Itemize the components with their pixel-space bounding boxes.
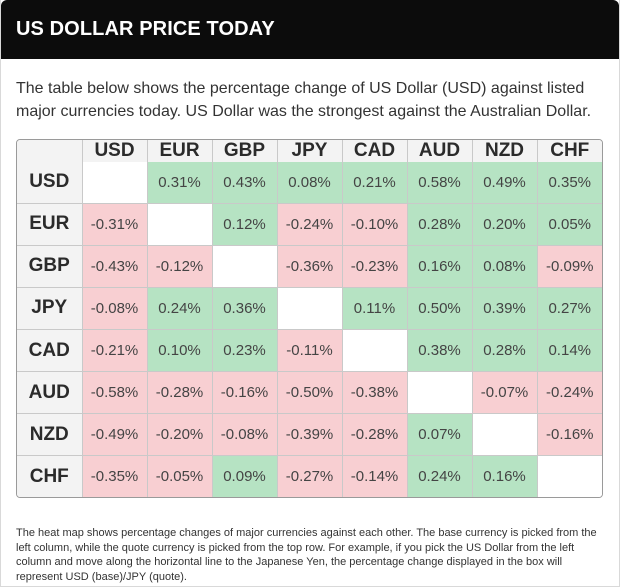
heatmap-cell: -0.28%	[341, 413, 408, 457]
heatmap-cell: -0.05%	[146, 455, 213, 497]
heatmap-cell: 0.16%	[406, 244, 473, 288]
heatmap-cell	[211, 244, 278, 288]
heatmap-cell	[276, 286, 343, 330]
currency-heatmap-table: USD EUR GBP JPY CAD AUD NZD CHF USD 0.31% 0.43% 0.…	[17, 140, 602, 497]
heatmap-cell: -0.31%	[81, 202, 148, 246]
column-header-chf: CHF	[536, 140, 602, 162]
row-header-nzd: NZD	[17, 413, 83, 457]
heatmap-cell: -0.49%	[81, 413, 148, 457]
table-row: AUD -0.58% -0.28% -0.16% -0.50% -0.38% -0.07% -…	[17, 371, 602, 415]
row-header-jpy: JPY	[17, 286, 83, 330]
heatmap-cell: -0.24%	[276, 202, 343, 246]
heatmap-cell: -0.58%	[81, 371, 148, 415]
heatmap-cell: 0.31%	[146, 162, 213, 204]
column-header-gbp: GBP	[211, 140, 278, 162]
column-header-jpy: JPY	[276, 140, 343, 162]
heatmap-cell: -0.35%	[81, 455, 148, 497]
heatmap-cell: -0.43%	[81, 244, 148, 288]
table-row: CHF -0.35% -0.05% 0.09% -0.27% -0.14% 0.24% 0.1…	[17, 455, 602, 497]
column-header-aud: AUD	[406, 140, 473, 162]
heatmap-cell	[81, 162, 148, 204]
heatmap-cell: -0.08%	[81, 286, 148, 330]
heatmap-cell: 0.20%	[471, 202, 538, 246]
heatmap-cell: 0.24%	[406, 455, 473, 497]
heatmap-cell: 0.05%	[536, 202, 602, 246]
heatmap-cell: 0.43%	[211, 162, 278, 204]
heatmap-cell: 0.36%	[211, 286, 278, 330]
heatmap-cell: 0.35%	[536, 162, 602, 204]
currency-heatmap: USD EUR GBP JPY CAD AUD NZD CHF USD 0.31% 0.43% 0.…	[16, 139, 603, 498]
heatmap-cell: 0.09%	[211, 455, 278, 497]
corner-cell	[17, 140, 83, 162]
heatmap-cell: 0.07%	[406, 413, 473, 457]
heatmap-cell: 0.50%	[406, 286, 473, 330]
heatmap-cell: -0.23%	[341, 244, 408, 288]
page-title: US DOLLAR PRICE TODAY	[16, 18, 275, 40]
table-row: EUR -0.31% 0.12% -0.24% -0.10% 0.28% 0.20% 0.05…	[17, 202, 602, 246]
heatmap-cell: -0.21%	[81, 328, 148, 373]
heatmap-cell	[341, 328, 408, 373]
heatmap-cell: -0.28%	[146, 371, 213, 415]
heatmap-cell: -0.09%	[536, 244, 602, 288]
heatmap-cell: 0.28%	[406, 202, 473, 246]
table-row: JPY -0.08% 0.24% 0.36% 0.11% 0.50% 0.39% 0.27%	[17, 286, 602, 330]
row-header-chf: CHF	[17, 455, 83, 497]
heatmap-cell: 0.24%	[146, 286, 213, 330]
heatmap-cell: -0.36%	[276, 244, 343, 288]
heatmap-cell: -0.50%	[276, 371, 343, 415]
heatmap-cell: 0.14%	[536, 328, 602, 373]
heatmap-cell: 0.10%	[146, 328, 213, 373]
heatmap-cell: -0.08%	[211, 413, 278, 457]
row-header-cad: CAD	[17, 328, 83, 373]
heatmap-cell: 0.08%	[276, 162, 343, 204]
row-header-eur: EUR	[17, 202, 83, 246]
heatmap-cell: -0.14%	[341, 455, 408, 497]
column-header-eur: EUR	[146, 140, 213, 162]
heatmap-cell: 0.12%	[211, 202, 278, 246]
heatmap-cell: -0.10%	[341, 202, 408, 246]
table-row: GBP -0.43% -0.12% -0.36% -0.23% 0.16% 0.08% -0.…	[17, 244, 602, 288]
heatmap-cell: -0.12%	[146, 244, 213, 288]
heatmap-cell: 0.16%	[471, 455, 538, 497]
heatmap-cell: -0.11%	[276, 328, 343, 373]
row-header-gbp: GBP	[17, 244, 83, 288]
row-header-usd: USD	[17, 162, 83, 204]
row-header-aud: AUD	[17, 371, 83, 415]
heatmap-cell: 0.58%	[406, 162, 473, 204]
heatmap-cell	[471, 413, 538, 457]
heatmap-body: USD 0.31% 0.43% 0.08% 0.21% 0.58% 0.49% 0.35% EU…	[17, 162, 602, 497]
heatmap-cell: -0.27%	[276, 455, 343, 497]
table-row: CAD -0.21% 0.10% 0.23% -0.11% 0.38% 0.28% 0.14%	[17, 328, 602, 373]
heatmap-cell	[536, 455, 602, 497]
column-header-cad: CAD	[341, 140, 408, 162]
column-header-nzd: NZD	[471, 140, 538, 162]
heatmap-cell: -0.16%	[211, 371, 278, 415]
heatmap-cell	[406, 371, 473, 415]
heatmap-cell: -0.07%	[471, 371, 538, 415]
table-row: NZD -0.49% -0.20% -0.08% -0.39% -0.28% 0.07% -0…	[17, 413, 602, 457]
column-header-usd: USD	[81, 140, 148, 162]
heatmap-cell: 0.49%	[471, 162, 538, 204]
heatmap-cell: 0.21%	[341, 162, 408, 204]
footnote: The heat map shows percentage changes of…	[16, 527, 597, 583]
heatmap-cell: 0.39%	[471, 286, 538, 330]
heatmap-cell: 0.38%	[406, 328, 473, 373]
heatmap-cell: -0.20%	[146, 413, 213, 457]
card-header: US DOLLAR PRICE TODAY	[1, 0, 619, 59]
heatmap-cell: -0.16%	[536, 413, 602, 457]
column-header-row: USD EUR GBP JPY CAD AUD NZD CHF	[17, 140, 602, 162]
intro-text: The table below shows the percentage cha…	[16, 80, 592, 120]
table-row: USD 0.31% 0.43% 0.08% 0.21% 0.58% 0.49% 0.35%	[17, 162, 602, 204]
heatmap-cell: -0.38%	[341, 371, 408, 415]
heatmap-cell: -0.39%	[276, 413, 343, 457]
heatmap-cell: 0.11%	[341, 286, 408, 330]
heatmap-cell: 0.27%	[536, 286, 602, 330]
heatmap-cell: 0.28%	[471, 328, 538, 373]
heatmap-cell: 0.08%	[471, 244, 538, 288]
heatmap-cell	[146, 202, 213, 246]
heatmap-cell: 0.23%	[211, 328, 278, 373]
heatmap-cell: -0.24%	[536, 371, 602, 415]
